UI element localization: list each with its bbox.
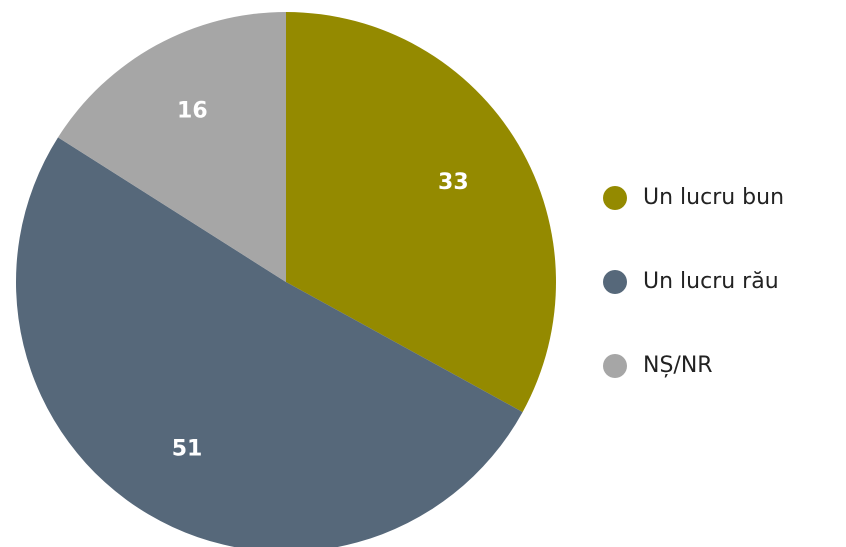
pie-slice	[58, 12, 286, 282]
legend-label: NȘ/NR	[643, 353, 713, 378]
legend-marker	[603, 354, 627, 378]
legend-label: Un lucru bun	[643, 185, 784, 210]
pie-slice	[16, 137, 523, 547]
legend-marker	[603, 270, 627, 294]
data-label: 33	[438, 170, 469, 195]
data-label: 16	[177, 99, 208, 124]
data-label: 51	[172, 436, 203, 461]
legend-label: Un lucru rău	[643, 269, 779, 294]
legend-marker	[603, 186, 627, 210]
pie-slice	[286, 12, 556, 413]
